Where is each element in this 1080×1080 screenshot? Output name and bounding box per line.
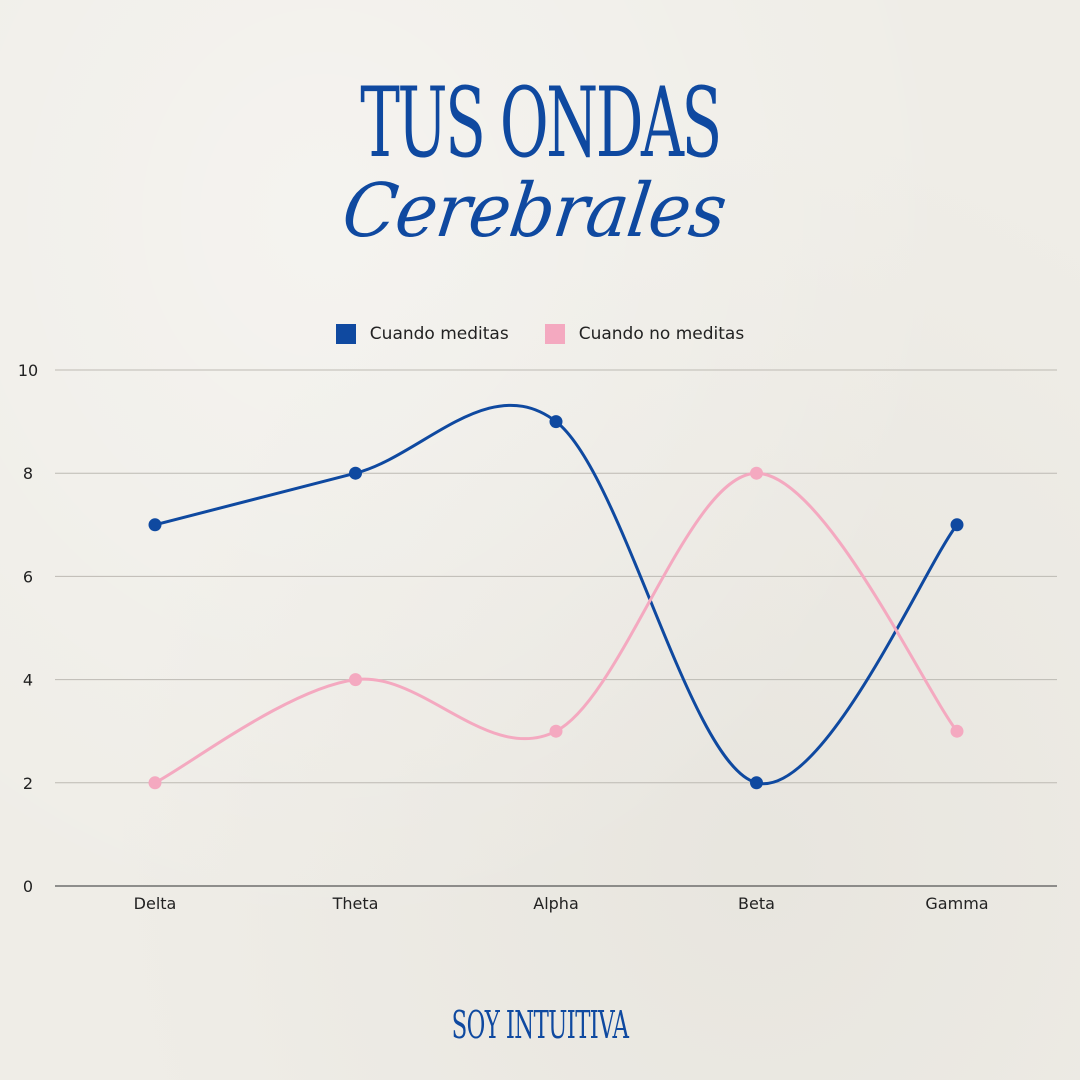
footer-brand: SOY INTUITIVA <box>451 1003 629 1047</box>
legend-label-series-1: Cuando meditas <box>369 324 509 344</box>
series-1-point <box>950 518 964 532</box>
chart-legend: Cuando meditas Cuando no meditas <box>0 324 1080 344</box>
series-2-point <box>750 466 763 480</box>
series-2-point <box>549 724 563 738</box>
series-1-point <box>349 466 362 480</box>
series-2-point <box>950 724 964 738</box>
legend-label-series-2: Cuando no meditas <box>578 324 745 344</box>
series-line-2 <box>153 471 959 785</box>
x-tick-label: Gamma <box>925 894 988 913</box>
x-tick-label: Alpha <box>533 894 579 913</box>
grid-lines <box>55 369 1057 887</box>
legend-swatch-series-2 <box>544 324 565 344</box>
series-1-point <box>148 518 162 532</box>
x-tick-label: Beta <box>738 894 775 913</box>
x-axis-ticks: Delta Theta Alpha Beta Gamma <box>134 894 989 913</box>
series-2-point <box>349 673 362 687</box>
legend-item-series-1: Cuando meditas <box>335 324 509 344</box>
page-title: TUS ONDAS <box>360 67 722 179</box>
y-axis-ticks: 0 2 4 6 8 10 <box>18 361 38 896</box>
legend-swatch-series-1 <box>335 324 356 344</box>
x-tick-label: Delta <box>134 894 177 913</box>
series-2-point <box>148 776 162 790</box>
y-tick-label: 8 <box>23 464 33 483</box>
y-tick-label: 2 <box>23 774 33 793</box>
y-tick-label: 4 <box>23 671 33 690</box>
series-line-1 <box>153 403 959 786</box>
series-1-point <box>549 415 563 429</box>
series-1-point <box>750 776 763 790</box>
y-tick-label: 0 <box>23 877 33 896</box>
legend-item-series-2: Cuando no meditas <box>544 324 745 344</box>
series-layer <box>148 403 964 790</box>
y-tick-label: 6 <box>23 567 33 586</box>
x-tick-label: Theta <box>332 894 379 913</box>
y-tick-label: 10 <box>18 361 38 380</box>
